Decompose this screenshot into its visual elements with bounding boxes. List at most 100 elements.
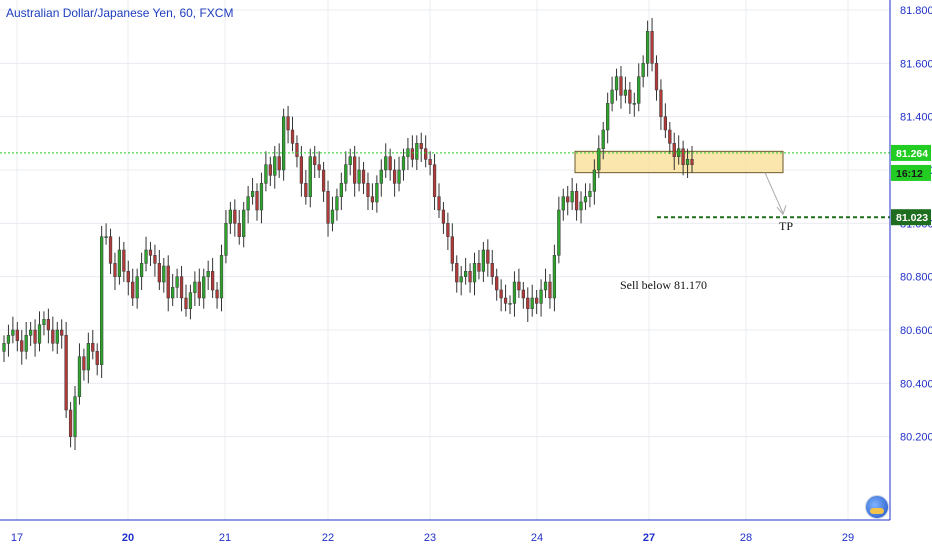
candle-body: [162, 265, 166, 283]
candle-body: [308, 156, 312, 197]
candle-body: [561, 196, 565, 211]
candle-body: [535, 297, 539, 304]
candle-body: [388, 156, 392, 171]
candle-body: [206, 271, 210, 277]
grid: [0, 0, 890, 520]
candle-body: [11, 329, 15, 336]
candle-body: [623, 89, 628, 96]
candle-body: [122, 249, 126, 272]
projection-arrow-head: [776, 205, 787, 216]
candle-body: [645, 31, 650, 64]
candle-body: [268, 164, 272, 176]
candle-body: [499, 289, 503, 299]
candle-body: [304, 183, 308, 197]
countdown-tag: 16:12: [891, 164, 931, 181]
candle-body: [641, 63, 645, 77]
candle-body: [597, 148, 601, 171]
candle-body: [690, 159, 694, 165]
candle-body: [384, 156, 388, 171]
candle-body: [650, 31, 654, 64]
candle-body: [77, 356, 82, 397]
tp-price-tag-text: 81.023: [896, 212, 928, 224]
candle-body: [51, 329, 55, 344]
tp-annotation: TP: [779, 219, 794, 234]
candle-body: [82, 356, 86, 371]
candle-body: [348, 156, 352, 165]
candle-body: [117, 249, 122, 277]
candle-body: [237, 223, 241, 237]
y-tick-label: 80.600: [900, 325, 932, 337]
candle-body: [95, 351, 99, 365]
candle-body: [37, 324, 42, 344]
candle-body: [264, 164, 268, 184]
countdown-tag-text: 16:12: [896, 168, 923, 180]
candle-body: [619, 76, 623, 96]
candle-body: [685, 159, 690, 165]
candle-body: [6, 335, 11, 344]
candle-body: [495, 276, 499, 291]
tp-price-tag-bg: [891, 209, 931, 226]
candle-body: [321, 169, 326, 192]
candle-body: [486, 249, 490, 264]
y-tick-label: 80.800: [900, 272, 932, 284]
candle-body: [339, 183, 343, 197]
candle-body: [579, 201, 583, 211]
candle-body: [295, 143, 299, 157]
candle-body: [135, 276, 139, 299]
candle-body: [259, 183, 264, 211]
candle-body: [401, 156, 406, 171]
candle-body: [490, 263, 494, 277]
projection-arrow: [764, 172, 784, 214]
candle-body: [215, 289, 219, 299]
candle-body: [202, 276, 206, 299]
candle-body: [543, 281, 548, 291]
candle-body: [606, 103, 610, 131]
candle-body: [157, 263, 161, 283]
candle-body: [228, 209, 233, 224]
candle-body: [282, 116, 286, 171]
candle-body: [588, 191, 592, 197]
candle-body: [459, 276, 463, 283]
candle-body: [521, 289, 525, 299]
candle-body: [242, 209, 246, 237]
candle-body: [570, 191, 574, 203]
x-tick-label: 22: [322, 532, 334, 544]
candle-body: [610, 89, 614, 104]
candle-body: [126, 271, 130, 283]
candle-body: [286, 116, 290, 131]
candle-body: [632, 103, 636, 105]
candle-body: [397, 169, 401, 184]
candle-body: [463, 271, 468, 277]
candle-body: [539, 289, 543, 304]
candle-body: [481, 249, 486, 272]
candle-body: [574, 191, 579, 211]
candle-body: [60, 329, 64, 336]
candle-body: [179, 276, 184, 299]
candle-body: [361, 169, 366, 184]
candle-body: [46, 319, 51, 331]
candle-body: [210, 271, 215, 291]
candle-body: [175, 276, 179, 288]
y-tick-label: 80.400: [900, 378, 932, 390]
x-tick-label: 21: [219, 532, 231, 544]
candle-body: [503, 297, 508, 304]
candle-body: [91, 343, 95, 352]
candle-body: [144, 249, 148, 264]
y-tick-label: 80.200: [900, 432, 932, 444]
x-tick-label: 17: [11, 532, 23, 544]
candle-body: [526, 297, 530, 309]
y-tick-label: 81.400: [900, 112, 932, 124]
candle-body: [219, 255, 224, 299]
candle-body: [20, 340, 24, 352]
candle-body: [512, 281, 517, 304]
candle-body: [290, 129, 295, 144]
candle-body: [42, 319, 46, 325]
candle-body: [184, 297, 188, 309]
candle-body: [55, 329, 59, 344]
candle-body: [410, 148, 414, 160]
candle-body: [663, 116, 667, 131]
candle-body: [432, 164, 437, 197]
